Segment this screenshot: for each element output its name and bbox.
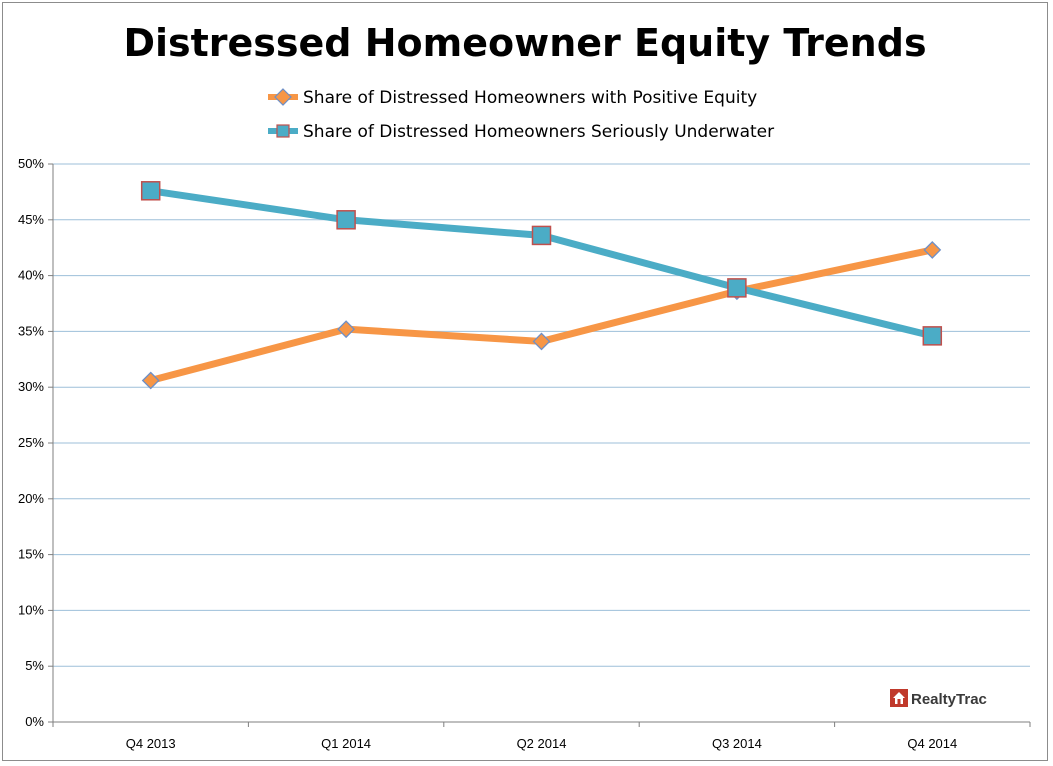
x-tick-label: Q3 2014 <box>712 736 762 751</box>
chart-title: Distressed Homeowner Equity Trends <box>123 21 926 65</box>
y-axis-ticks: 0% 5% 10% 15% 20% 25% 30% 35% 40% 45% 50% <box>18 156 53 729</box>
legend-item-seriously-underwater: Share of Distressed Homeowners Seriously… <box>268 122 774 142</box>
y-tick-label: 5% <box>25 658 44 673</box>
data-point-square <box>336 210 356 230</box>
x-axis-ticks: Q4 2013 Q1 2014 Q2 2014 Q3 2014 Q4 2014 <box>52 722 1031 751</box>
legend-label-seriously-underwater: Share of Distressed Homeowners Seriously… <box>303 122 774 142</box>
gridlines <box>53 163 1030 667</box>
house-icon-roof <box>893 692 905 704</box>
data-point-square <box>922 326 943 346</box>
data-point-square <box>727 278 747 298</box>
data-point-diamond <box>923 241 942 259</box>
logo-text: RealtyTrac <box>911 691 987 708</box>
legend-marker-square <box>276 124 290 138</box>
y-tick-label: 10% <box>18 602 44 617</box>
y-tick-label: 35% <box>18 323 44 338</box>
y-tick-label: 25% <box>18 435 44 450</box>
y-tick-label: 50% <box>18 156 44 171</box>
y-tick-label: 20% <box>18 491 44 506</box>
legend: Share of Distressed Homeowners with Posi… <box>268 88 774 142</box>
data-point-square <box>140 181 161 201</box>
y-tick-label: 0% <box>25 714 44 729</box>
data-point-square <box>531 225 552 246</box>
legend-item-positive-equity: Share of Distressed Homeowners with Posi… <box>268 88 757 108</box>
x-tick-label: Q4 2014 <box>907 736 957 751</box>
data-point-diamond <box>141 371 160 390</box>
y-tick-label: 45% <box>18 212 44 227</box>
legend-marker-diamond <box>274 88 292 106</box>
y-tick-label: 40% <box>18 268 44 283</box>
data-point-diamond <box>337 320 356 339</box>
series-line-1 <box>147 187 936 340</box>
data-point-diamond <box>532 332 551 351</box>
series <box>140 181 943 390</box>
realtytrac-logo: RealtyTrac <box>890 689 987 708</box>
y-tick-label: 30% <box>18 379 44 394</box>
x-tick-label: Q2 2014 <box>517 736 567 751</box>
series-line-0 <box>147 246 936 385</box>
y-tick-label: 15% <box>18 547 44 562</box>
legend-label-positive-equity: Share of Distressed Homeowners with Posi… <box>303 88 757 108</box>
house-icon-door <box>897 699 901 704</box>
x-tick-label: Q4 2013 <box>126 736 176 751</box>
x-tick-label: Q1 2014 <box>321 736 371 751</box>
